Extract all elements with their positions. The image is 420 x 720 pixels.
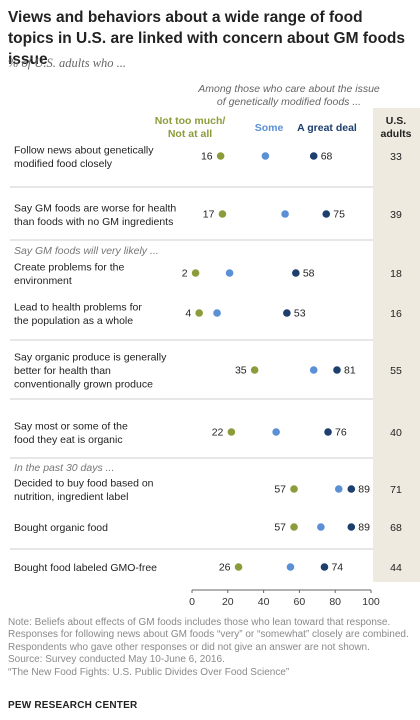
- dot-not-too-much: [290, 523, 298, 531]
- dot-some: [225, 269, 234, 277]
- value-label: 68: [321, 151, 333, 163]
- row-label: better for health than: [14, 365, 111, 377]
- value-label: 35: [235, 365, 247, 377]
- legend-0: Not too much/: [155, 115, 226, 127]
- x-tick-label: 80: [329, 596, 341, 608]
- legend-2: A great deal: [297, 122, 357, 134]
- dot-not-too-much: [250, 366, 259, 374]
- dot-not-too-much: [216, 152, 225, 160]
- row-label: than foods with no GM ingredients: [14, 216, 173, 228]
- dot-great-deal: [322, 210, 331, 218]
- row-label: food they eat is organic: [14, 434, 123, 446]
- value-label: 26: [219, 562, 231, 574]
- total-value: 40: [390, 427, 402, 439]
- note-line: Note: Beliefs about effects of GM foods …: [8, 617, 391, 628]
- total-value: 39: [390, 209, 402, 221]
- value-label: 2: [182, 268, 188, 280]
- total-header: adults: [381, 128, 412, 140]
- dot-not-too-much: [195, 309, 203, 317]
- row-label: Bought organic food: [14, 522, 108, 534]
- row-label: nutrition, ingredient label: [14, 491, 128, 503]
- value-label: 22: [212, 427, 224, 439]
- total-value: 55: [390, 365, 402, 377]
- group-header: Among those who care about the issue: [197, 83, 380, 95]
- footer-brand: PEW RESEARCH CENTER: [8, 700, 138, 711]
- total-value: 18: [390, 268, 402, 280]
- legend-1: Some: [255, 122, 284, 134]
- dot-great-deal: [333, 366, 341, 374]
- value-label: 76: [335, 427, 347, 439]
- row-label: Bought food labeled GMO-free: [14, 562, 157, 574]
- value-label: 89: [358, 484, 370, 496]
- dot-great-deal: [283, 309, 291, 317]
- group-header: of genetically modified foods ...: [217, 96, 361, 108]
- value-label: 16: [201, 151, 213, 163]
- x-tick-label: 40: [258, 596, 270, 608]
- row-label: Decided to buy food based on: [14, 477, 154, 489]
- dot-not-too-much: [191, 269, 200, 277]
- row-label: modified food closely: [14, 158, 113, 170]
- note-line: Responses for following news about GM fo…: [8, 629, 409, 641]
- dot-not-too-much: [290, 485, 298, 493]
- row-label: Say most or some of the: [14, 420, 128, 432]
- dot-some: [261, 152, 270, 160]
- dot-great-deal: [320, 563, 329, 571]
- x-tick-label: 100: [362, 596, 380, 608]
- value-label: 17: [203, 209, 215, 221]
- dot-great-deal: [347, 485, 356, 493]
- value-label: 74: [331, 562, 343, 574]
- dot-some: [286, 563, 295, 571]
- dot-great-deal: [292, 269, 300, 277]
- total-value: 71: [390, 484, 402, 496]
- dot-some: [213, 309, 221, 317]
- notes: Note: Beliefs about effects of GM foods …: [8, 617, 416, 679]
- total-value: 68: [390, 522, 402, 534]
- total-value: 44: [390, 562, 402, 574]
- source-line: Source: Survey conducted May 10-June 6, …: [8, 654, 225, 666]
- x-tick-label: 60: [294, 596, 306, 608]
- dot-great-deal: [309, 152, 318, 160]
- dot-not-too-much: [234, 563, 243, 571]
- chart-title: Views and behaviors about a wide range o…: [8, 9, 406, 68]
- row-label: environment: [14, 275, 72, 287]
- total-column-background: [373, 108, 420, 582]
- x-tick-label: 0: [189, 596, 195, 608]
- dot-some: [317, 523, 325, 531]
- section-label: Say GM foods will very likely ...: [14, 245, 159, 257]
- x-tick-label: 20: [222, 596, 234, 608]
- total-value: 16: [390, 308, 402, 320]
- dot-some: [281, 210, 289, 218]
- row-label: Say organic produce is generally: [14, 352, 167, 364]
- value-label: 58: [303, 268, 315, 280]
- row-label: conventionally grown produce: [14, 379, 153, 391]
- row-label: Lead to health problems for: [14, 301, 142, 313]
- dot-some: [334, 485, 343, 493]
- row-label: Say GM foods are worse for health: [14, 202, 176, 214]
- dot-some: [309, 366, 318, 374]
- row-label: Follow news about genetically: [14, 144, 154, 156]
- value-label: 4: [185, 308, 191, 320]
- note-line: Respondents who gave other responses or …: [8, 641, 370, 653]
- value-label: 53: [294, 308, 306, 320]
- value-label: 57: [274, 522, 286, 534]
- dot-great-deal: [347, 523, 356, 531]
- total-value: 33: [390, 151, 402, 163]
- report-title-line: “The New Food Fights: U.S. Public Divide…: [8, 666, 290, 678]
- value-label: 81: [344, 365, 356, 377]
- value-label: 75: [333, 209, 345, 221]
- dot-great-deal: [324, 428, 332, 436]
- dot-not-too-much: [218, 210, 227, 218]
- section-label: In the past 30 days ...: [14, 462, 114, 474]
- row-label: the population as a whole: [14, 315, 133, 327]
- value-label: 89: [358, 522, 370, 534]
- total-header: U.S.: [386, 115, 407, 127]
- chart-subtitle: % of U.S. adults who ...: [8, 56, 127, 70]
- dot-some: [272, 428, 280, 436]
- dot-not-too-much: [227, 428, 236, 436]
- value-label: 57: [274, 484, 286, 496]
- row-label: Create problems for the: [14, 261, 124, 273]
- legend-0: Not at all: [168, 128, 212, 140]
